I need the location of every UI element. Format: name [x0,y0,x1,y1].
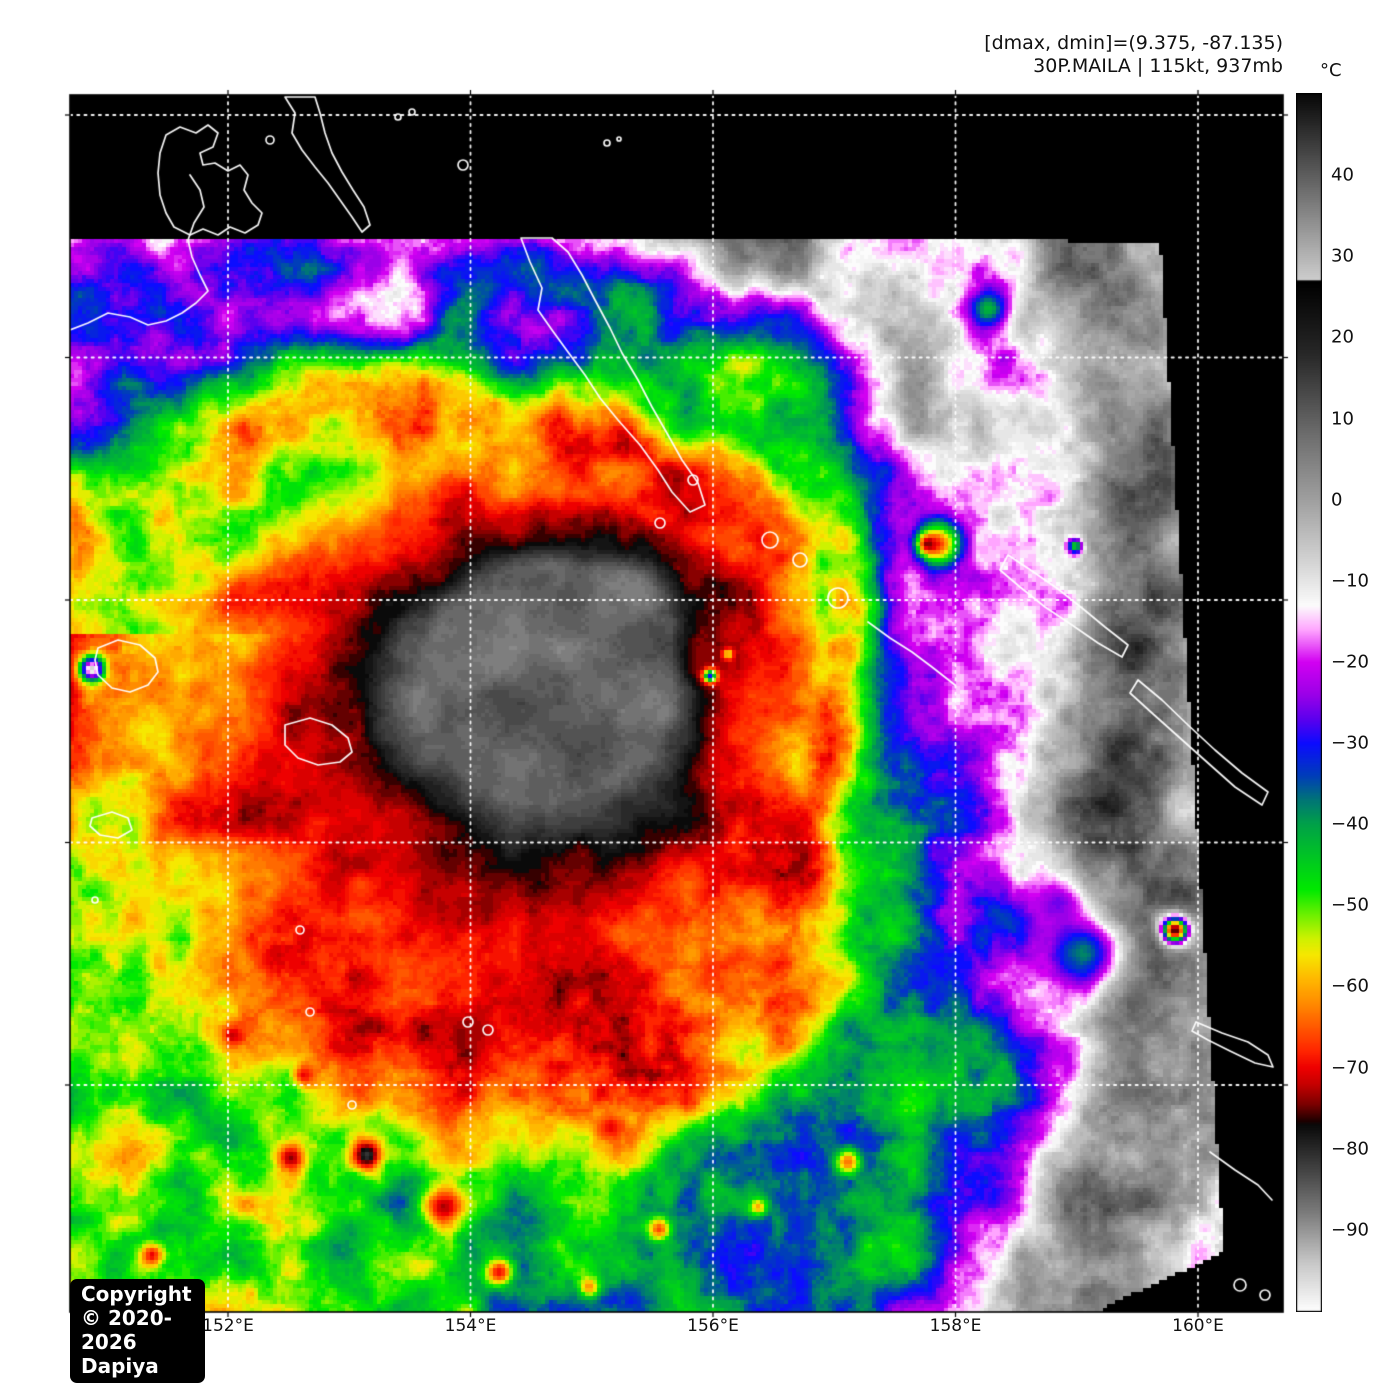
lon-tick-label: 156°E [687,1316,739,1336]
colorbar-tick-label: −40 [1331,813,1369,835]
dmax-dmin-readout: [dmax, dmin]=(9.375, -87.135) [984,32,1283,54]
colorbar-tick-label: 10 [1331,408,1354,430]
colorbar-tick-label: −10 [1331,570,1369,592]
storm-intensity-readout: 30P.MAILA | 115kt, 937mb [1033,55,1283,77]
lon-tick-label: 158°E [929,1316,982,1336]
colorbar-unit-label: °C [1320,60,1342,81]
colorbar-tick-label: −50 [1331,894,1369,916]
figure-annotations: [dmax, dmin]=(9.375, -87.135) 30P.MAILA … [984,32,1283,78]
satellite-image-canvas [62,87,1291,1320]
colorbar-tick-label: −30 [1331,732,1369,754]
lon-tick-label: 152°E [202,1316,254,1336]
colorbar-tick-label: 40 [1331,164,1354,186]
copyright-badge: Copyright © 2020-2026 Dapiya [70,1279,205,1383]
colorbar-tick-label: −70 [1331,1057,1369,1079]
colorbar-tick-label: −20 [1331,651,1369,673]
lon-tick-label: 154°E [444,1316,497,1336]
colorbar-tick-label: 30 [1331,245,1354,267]
colorbar-tick-label: 0 [1331,489,1343,511]
colorbar-tick-label: −60 [1331,975,1369,997]
colorbar-tick-label: −90 [1331,1219,1369,1241]
colorbar-tick-label: −80 [1331,1138,1369,1160]
lon-tick-label: 160°E [1172,1316,1224,1336]
colorbar-tick-label: 20 [1331,326,1354,348]
colorbar-canvas [1296,93,1322,1312]
